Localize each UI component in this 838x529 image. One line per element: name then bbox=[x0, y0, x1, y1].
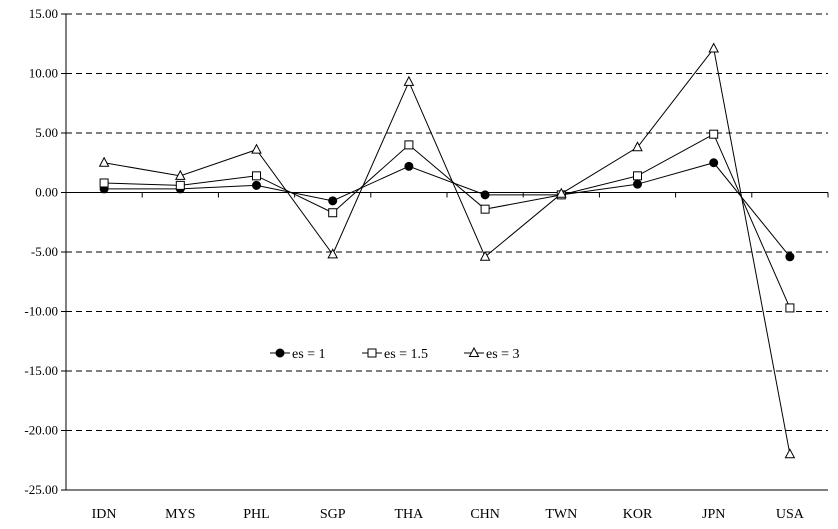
data-point bbox=[404, 161, 414, 171]
x-tick-label: KOR bbox=[623, 507, 653, 522]
data-point bbox=[480, 204, 490, 214]
series-1 bbox=[99, 158, 795, 262]
legend: es = 1 es = 1.5 es = 3 bbox=[270, 346, 520, 362]
data-point bbox=[328, 196, 338, 206]
data-point bbox=[404, 140, 414, 150]
data-point bbox=[328, 208, 338, 218]
data-point bbox=[632, 141, 643, 152]
data-point bbox=[327, 248, 339, 259]
legend-marker bbox=[367, 348, 377, 358]
data-point bbox=[252, 171, 261, 181]
x-tick-label: IDN bbox=[92, 507, 117, 522]
x-tick-label: PHL bbox=[243, 507, 269, 522]
data-point bbox=[174, 169, 186, 180]
x-tick-labels: IDN MYS PHL SGP THA CHN TWN KOR JPN USA bbox=[92, 507, 805, 522]
y-tick-label: -15.00 bbox=[24, 363, 58, 378]
legend-item: es = 3 bbox=[464, 346, 520, 362]
data-point bbox=[252, 180, 261, 190]
legend-marker bbox=[468, 346, 480, 357]
data-point bbox=[99, 178, 109, 188]
legend-label: es = 3 bbox=[486, 347, 520, 362]
data-point bbox=[403, 75, 415, 86]
data-point bbox=[785, 252, 795, 262]
x-tick-label: USA bbox=[776, 507, 805, 522]
series-line bbox=[104, 162, 791, 258]
y-tick-label: 15.00 bbox=[29, 6, 58, 21]
data-point bbox=[251, 143, 262, 154]
series-2 bbox=[99, 129, 795, 313]
data-point bbox=[175, 180, 185, 190]
y-tick-label: -10.00 bbox=[24, 304, 58, 319]
legend-item: es = 1 bbox=[270, 347, 326, 362]
y-tick-label: -5.00 bbox=[31, 244, 58, 259]
y-tick-label: 10.00 bbox=[29, 66, 58, 81]
x-tick-label: JPN bbox=[702, 507, 725, 522]
x-tick-label: SGP bbox=[320, 507, 346, 522]
x-tick-label: TWN bbox=[545, 507, 577, 522]
data-point bbox=[633, 171, 642, 181]
y-tick-label: -25.00 bbox=[24, 482, 58, 497]
y-tick-label: -20.00 bbox=[24, 423, 58, 438]
legend-item: es = 1.5 bbox=[362, 347, 428, 362]
x-tick-label: THA bbox=[395, 507, 425, 522]
data-point bbox=[708, 42, 720, 53]
y-tick-label: 5.00 bbox=[35, 125, 58, 140]
series-line bbox=[104, 133, 791, 309]
data-point bbox=[633, 179, 642, 189]
series-line bbox=[104, 47, 791, 455]
x-tick-label: MYS bbox=[165, 507, 195, 522]
data-point bbox=[784, 448, 796, 459]
axes bbox=[61, 13, 829, 491]
data-series bbox=[98, 42, 796, 459]
data-point bbox=[98, 156, 110, 167]
data-point bbox=[480, 190, 490, 200]
x-tick-label: CHN bbox=[470, 507, 500, 522]
y-tick-labels: 15.00 10.00 5.00 0.00 -5.00 -10.00 -15.00 -20.0… bbox=[24, 6, 58, 497]
data-point bbox=[709, 129, 719, 139]
gridlines bbox=[66, 13, 828, 431]
y-tick-label: 0.00 bbox=[35, 185, 58, 200]
legend-label: es = 1 bbox=[292, 347, 326, 362]
data-point bbox=[785, 303, 795, 313]
data-point bbox=[479, 250, 491, 261]
series-3 bbox=[98, 42, 796, 459]
legend-label: es = 1.5 bbox=[384, 347, 428, 362]
data-point bbox=[555, 187, 567, 198]
data-point bbox=[709, 158, 719, 168]
legend-marker bbox=[275, 348, 285, 358]
